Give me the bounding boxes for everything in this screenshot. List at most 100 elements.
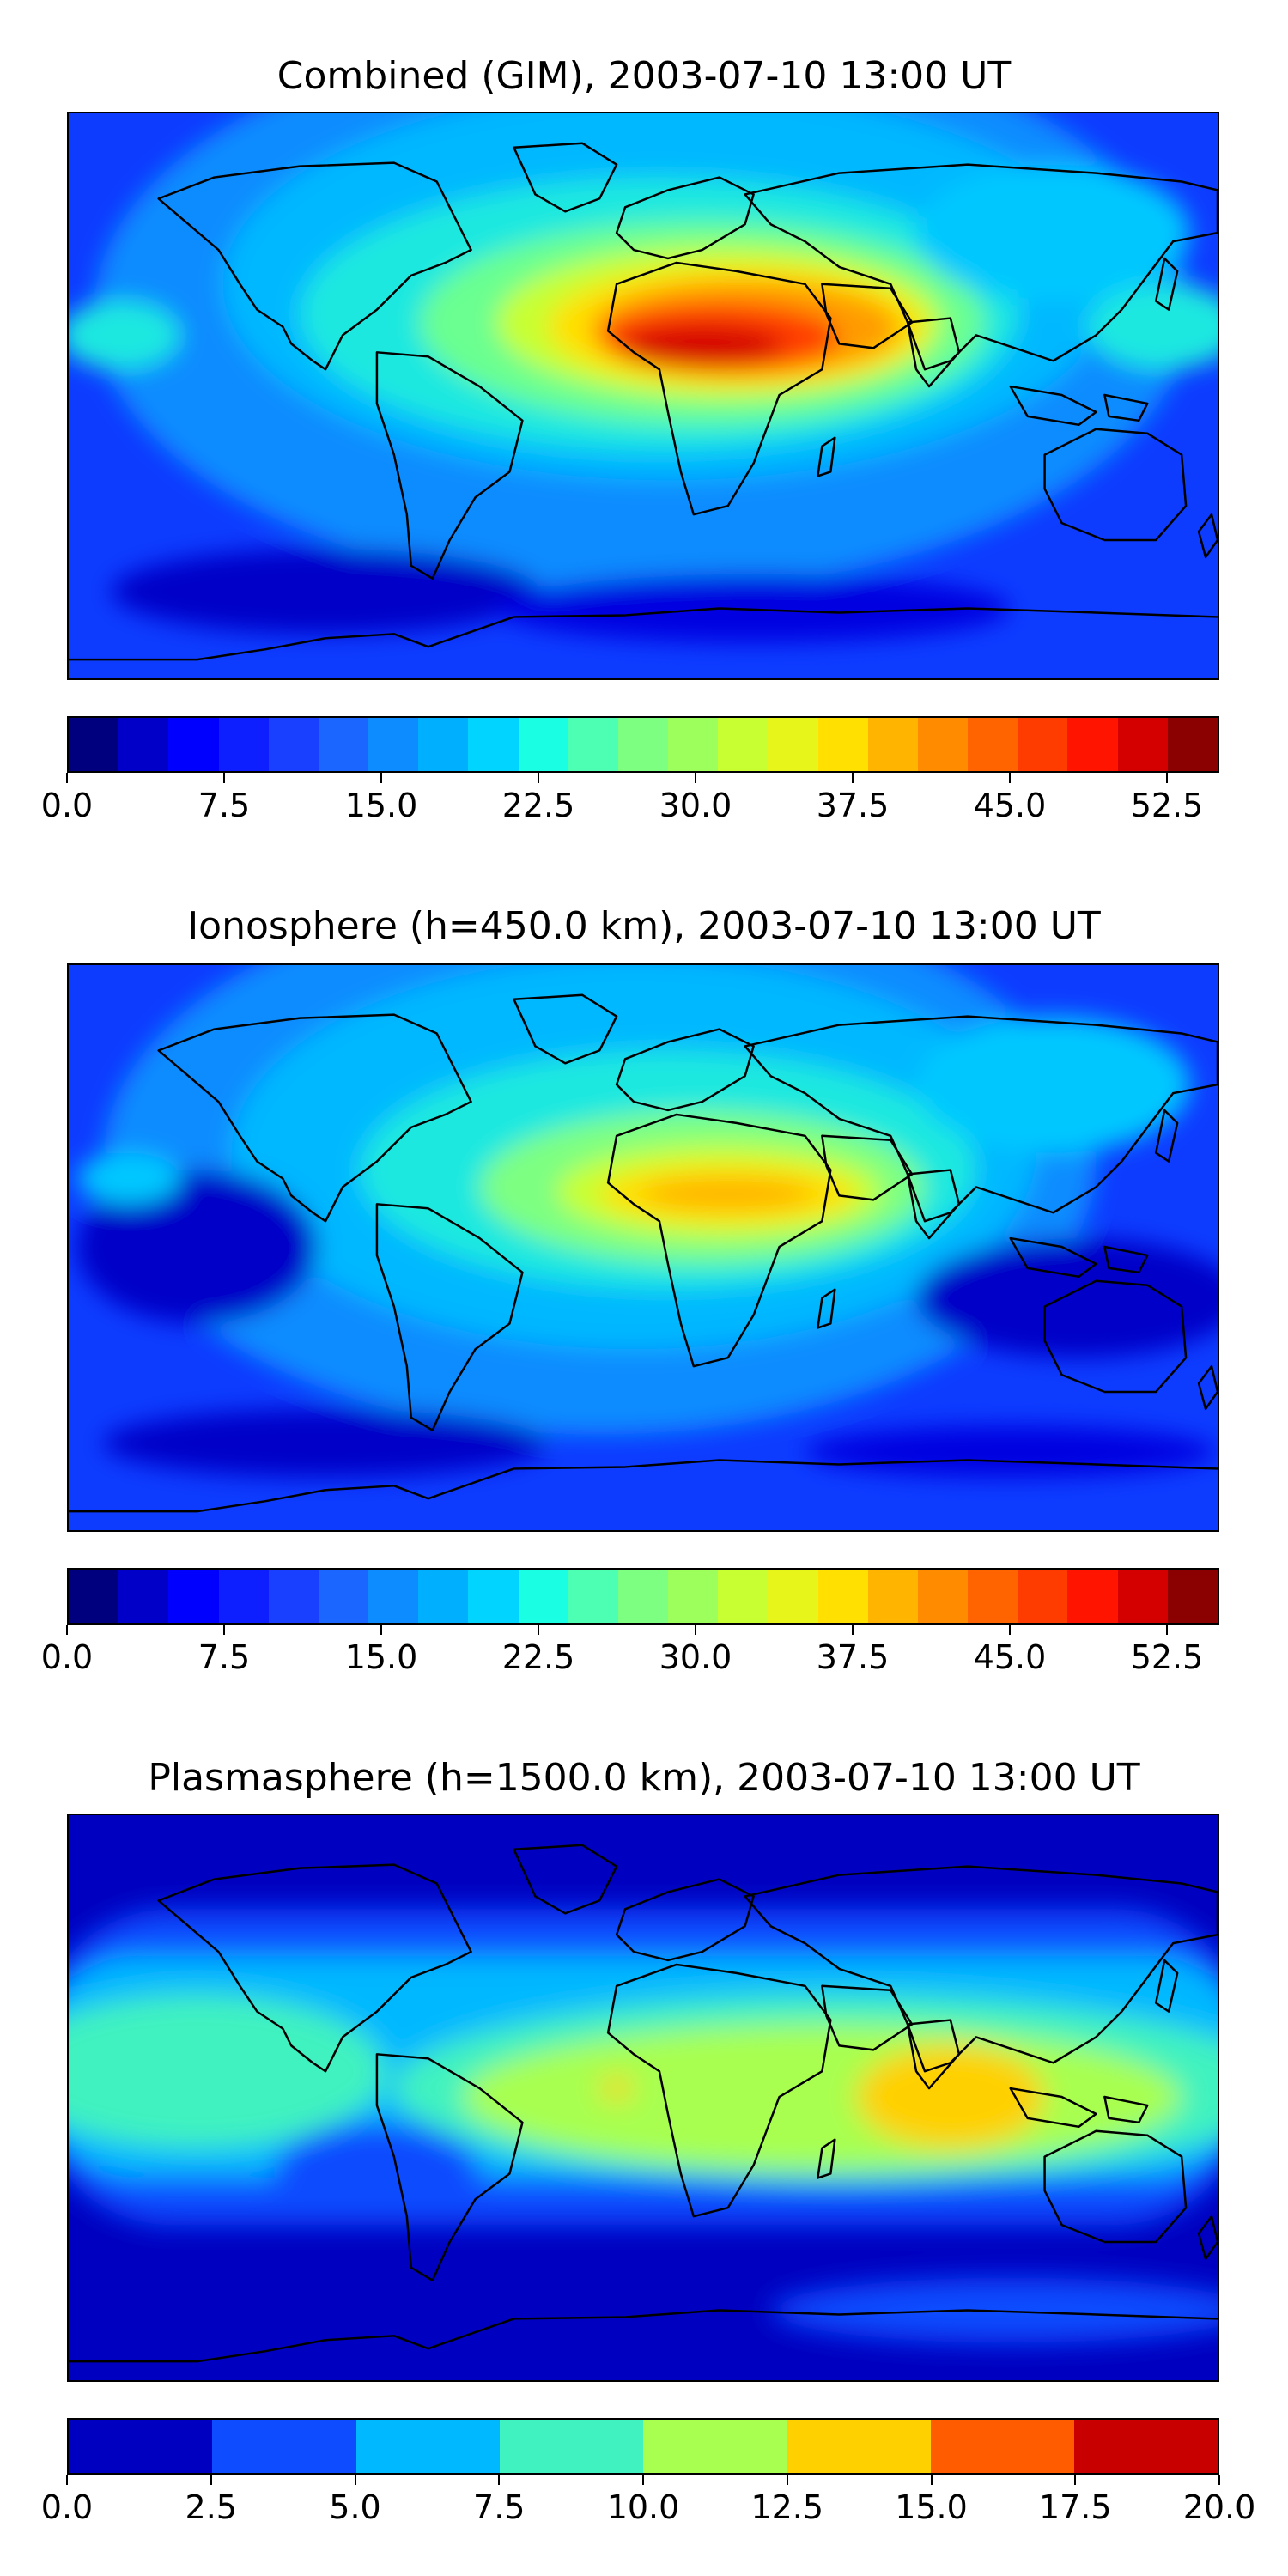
colorbar-segment	[817, 1570, 868, 1623]
colorbar-segment	[168, 1570, 219, 1623]
colorbar-tick-label: 22.5	[501, 1638, 575, 1676]
colorbar-tick	[538, 773, 539, 783]
colorbar-segment	[718, 718, 769, 771]
colorbar-segment	[69, 718, 119, 771]
colorbar-tick	[354, 2475, 356, 2485]
colorbar-tick	[1166, 1625, 1168, 1635]
colorbar-tick	[538, 1625, 539, 1635]
colorbar-segment	[568, 718, 618, 771]
colorbar-tick-label: 15.0	[344, 787, 418, 824]
colorbar-tick	[786, 2475, 788, 2485]
plasmasphere-map	[67, 1814, 1219, 2382]
combined-gim-colorbar	[67, 716, 1219, 773]
colorbar-segment	[118, 718, 169, 771]
colorbar-tick	[930, 2475, 933, 2485]
colorbar-segment	[930, 2420, 1074, 2473]
colorbar-tick	[223, 773, 225, 783]
plasmasphere-colorbar-ticks: 0.0 2.5 5.0 7.5 10.0 12.5 15.0 17.5 20.0	[41, 2475, 1255, 2526]
colorbar-tick-label: 0.0	[40, 2488, 94, 2526]
colorbar-segment	[212, 2420, 356, 2473]
colorbar-segment	[69, 2420, 213, 2473]
colorbar-segment	[568, 1570, 618, 1623]
colorbar-tick	[380, 1625, 382, 1635]
colorbar-segment	[318, 1570, 369, 1623]
colorbar-tick	[66, 2475, 68, 2485]
colorbar-segment	[318, 718, 369, 771]
colorbar-segment	[168, 718, 219, 771]
colorbar-segment	[368, 1570, 419, 1623]
colorbar-tick	[852, 773, 854, 783]
colorbar-segment	[617, 1570, 669, 1623]
colorbar-segment	[218, 1570, 269, 1623]
colorbar-tick-label: 52.5	[1130, 787, 1204, 824]
colorbar-segment	[118, 1570, 169, 1623]
colorbar-tick-label: 22.5	[501, 787, 575, 824]
colorbar-tick	[1074, 2475, 1077, 2485]
colorbar-tick-label: 30.0	[659, 1638, 732, 1676]
colorbar-segment	[968, 1570, 1018, 1623]
colorbar-tick	[66, 1625, 68, 1635]
colorbar-segment	[643, 2420, 787, 2473]
colorbar-segment	[518, 1570, 568, 1623]
colorbar-tick	[1218, 2475, 1220, 2485]
colorbar-tick	[852, 1625, 854, 1635]
colorbar-tick-label: 7.5	[197, 787, 251, 824]
colorbar-segment	[787, 2420, 931, 2473]
colorbar-segment	[1018, 718, 1068, 771]
colorbar-tick-label: 37.5	[816, 1638, 890, 1676]
colorbar-segment	[1167, 718, 1218, 771]
colorbar-tick-label: 15.0	[344, 1638, 418, 1676]
colorbar-tick	[1009, 1625, 1011, 1635]
colorbar-segment	[867, 718, 918, 771]
panel-title: Ionosphere (h=450.0 km), 2003-07-10 13:0…	[187, 904, 1101, 948]
colorbar-tick-label: 45.0	[973, 1638, 1047, 1676]
colorbar-tick	[66, 773, 68, 783]
colorbar-segment	[468, 1570, 519, 1623]
combined-gim-colorbar-ticks: 0.0 7.5 15.0 22.5 30.0 37.5 45.0 52.5	[41, 773, 1219, 824]
colorbar-segment	[768, 718, 818, 771]
colorbar-tick	[223, 1625, 225, 1635]
colorbar-segment	[418, 1570, 469, 1623]
colorbar-tick-label: 2.5	[185, 2488, 237, 2526]
colorbar-tick-label: 20.0	[1182, 2488, 1256, 2526]
colorbar-segment	[1018, 1570, 1068, 1623]
ionosphere-colorbar	[67, 1568, 1219, 1625]
colorbar-tick-label: 10.0	[606, 2488, 680, 2526]
colorbar-tick-label: 0.0	[40, 1638, 94, 1676]
colorbar-tick-label: 0.0	[40, 787, 94, 824]
colorbar-segment	[968, 718, 1018, 771]
colorbar-tick	[1166, 773, 1168, 783]
colorbar-tick-label: 52.5	[1130, 1638, 1204, 1676]
ionosphere-colorbar-ticks: 0.0 7.5 15.0 22.5 30.0 37.5 45.0 52.5	[41, 1625, 1219, 1676]
colorbar-segment	[1117, 1570, 1168, 1623]
colorbar-tick	[642, 2475, 644, 2485]
colorbar-segment	[518, 718, 568, 771]
colorbar-segment	[1117, 718, 1168, 771]
colorbar-segment	[1067, 1570, 1118, 1623]
colorbar-tick	[1009, 773, 1011, 783]
colorbar-tick	[498, 2475, 501, 2485]
colorbar-segment	[817, 718, 868, 771]
colorbar-tick	[695, 773, 696, 783]
colorbar-segment	[1073, 2420, 1218, 2473]
colorbar-segment	[617, 718, 669, 771]
colorbar-segment	[718, 1570, 769, 1623]
combined-gim-map	[67, 112, 1219, 680]
colorbar-segment	[1067, 718, 1118, 771]
colorbar-segment	[768, 1570, 818, 1623]
colorbar-segment	[668, 718, 719, 771]
colorbar-segment	[368, 718, 419, 771]
colorbar-tick-label: 7.5	[473, 2488, 526, 2526]
colorbar-tick	[380, 773, 382, 783]
colorbar-tick	[695, 1625, 696, 1635]
colorbar-segment	[218, 718, 269, 771]
colorbar-tick-label: 15.0	[895, 2488, 968, 2526]
colorbar-tick-label: 17.5	[1038, 2488, 1112, 2526]
colorbar-segment	[355, 2420, 500, 2473]
colorbar-tick-label: 12.5	[750, 2488, 824, 2526]
colorbar-segment	[499, 2420, 643, 2473]
colorbar-segment	[867, 1570, 918, 1623]
colorbar-segment	[268, 718, 319, 771]
colorbar-segment	[69, 1570, 119, 1623]
colorbar-tick-label: 45.0	[973, 787, 1047, 824]
